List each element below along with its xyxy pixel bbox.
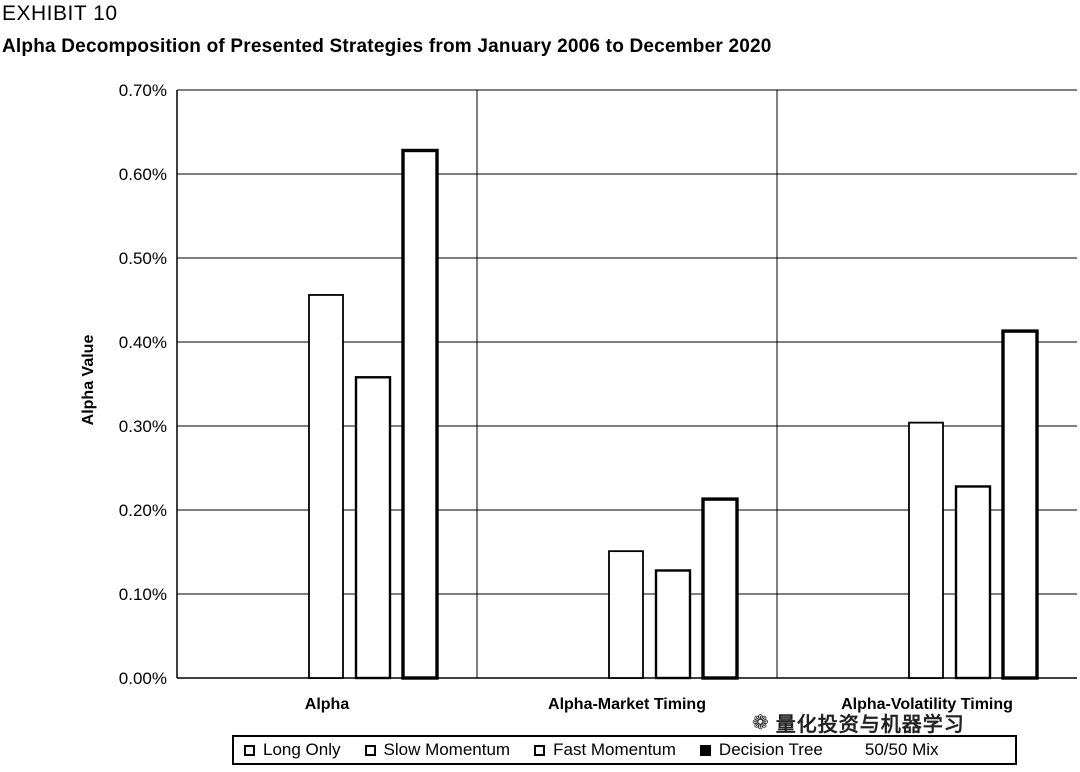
y-tick-label: 0.20% <box>119 501 167 520</box>
y-tick-label: 0.50% <box>119 249 167 268</box>
bar <box>654 569 692 680</box>
watermark: ❁ 量化投资与机器学习 <box>752 708 965 737</box>
y-axis-title: Alpha Value <box>80 335 97 426</box>
legend-item-fast-momentum: Fast Momentum <box>534 740 676 760</box>
bar <box>401 148 439 680</box>
legend: Long Only Slow Momentum Fast Momentum De… <box>232 735 1017 765</box>
legend-label: Decision Tree <box>718 740 823 759</box>
legend-item-slow-momentum: Slow Momentum <box>364 740 511 760</box>
x-tick-label: Alpha <box>305 696 350 713</box>
legend-swatch <box>534 744 546 756</box>
bar <box>354 376 392 680</box>
bar <box>701 497 739 680</box>
legend-item-long-only: Long Only <box>244 740 341 760</box>
y-tick-label: 0.60% <box>119 165 167 184</box>
y-tick-label: 0.00% <box>119 669 167 688</box>
legend-item-decision-tree: Decision Tree <box>699 740 823 760</box>
bar <box>308 294 344 679</box>
chart-title: Alpha Decomposition of Presented Strateg… <box>2 36 772 57</box>
legend-item-mix: 50/50 Mix <box>864 740 939 759</box>
bar <box>908 421 944 679</box>
x-tick-label: Alpha-Volatility Timing <box>841 696 1013 713</box>
bar <box>954 485 992 680</box>
legend-swatch <box>244 744 255 756</box>
bar <box>608 550 644 679</box>
y-tick-label: 0.10% <box>119 585 167 604</box>
bar <box>1001 329 1039 680</box>
watermark-text: 量化投资与机器学习 <box>775 714 965 736</box>
x-tick-label: Alpha-Market Timing <box>548 696 706 713</box>
y-tick-label: 0.30% <box>119 417 167 436</box>
legend-label: Long Only <box>263 740 341 759</box>
y-tick-label: 0.70% <box>119 81 167 100</box>
legend-swatch <box>364 744 376 756</box>
exhibit-label: EXHIBIT 10 <box>2 2 118 25</box>
legend-label: Slow Momentum <box>383 740 511 759</box>
wechat-icon: ❁ <box>752 712 770 734</box>
y-tick-label: 0.40% <box>119 333 167 352</box>
legend-swatch <box>699 744 711 756</box>
legend-label: Fast Momentum <box>553 740 676 759</box>
